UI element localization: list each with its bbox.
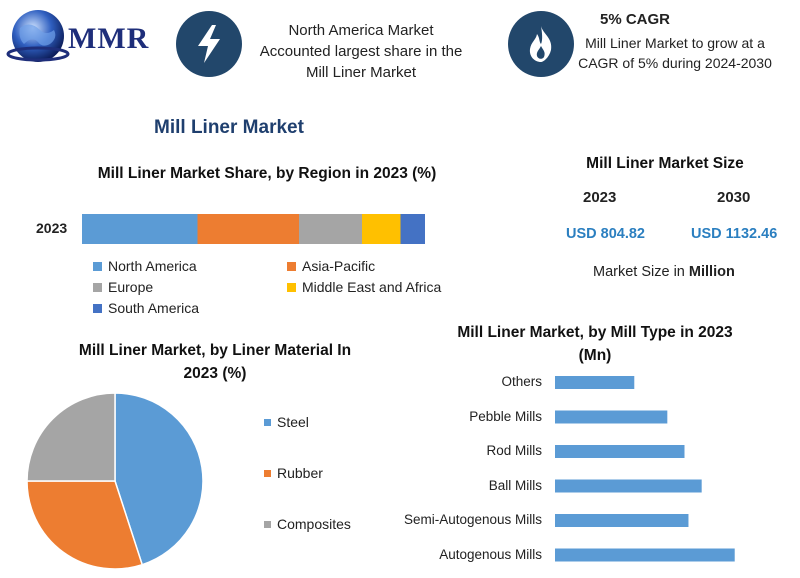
legend-item-asia-pacific: Asia-Pacific	[287, 258, 375, 274]
legend-item-composites: Composites	[264, 516, 351, 532]
chart-title-line: 2023 (%)	[183, 365, 247, 382]
legend-label: Asia-Pacific	[302, 258, 376, 274]
mill-type-bar-5	[555, 548, 735, 562]
market-size-year-2030: 2030	[717, 189, 751, 206]
cagr-title: 5% CAGR	[599, 11, 670, 28]
market-size-year-2023: 2023	[583, 189, 617, 206]
mill-type-label: Autogenous Mills	[439, 546, 542, 562]
material-pie-chart	[26, 392, 204, 570]
market-size-title: Mill Liner Market Size	[586, 155, 744, 172]
mill-type-bar-1	[555, 410, 668, 424]
mill-type-label: Rod Mills	[486, 443, 542, 458]
legend-label: South America	[108, 300, 200, 316]
callout-line: North America Market	[288, 22, 434, 39]
pie-slice-rubber	[26, 480, 144, 570]
mill-type-label: Semi-Autogenous Mills	[403, 512, 542, 527]
north-america-callout: North America Market Accounted largest s…	[246, 20, 476, 83]
unit-note-bold: Million	[688, 264, 735, 280]
legend-label: Middle East and Africa	[302, 279, 442, 295]
callout-line: Accounted largest share in the	[259, 43, 463, 60]
legend-swatch	[93, 303, 102, 313]
legend-label: North America	[108, 258, 197, 274]
mill-type-chart-title: Mill Liner Market, by Mill Type in 2023 …	[430, 321, 760, 367]
legend-swatch	[287, 261, 296, 271]
legend-label: Rubber	[277, 465, 323, 481]
legend-item-rubber: Rubber	[264, 465, 323, 481]
stacked-bar-segment-2	[299, 214, 362, 244]
material-chart-title: Mill Liner Market, by Liner Material In …	[50, 339, 380, 385]
callout-line: Mill Liner Market to grow at a	[585, 35, 765, 51]
chart-title-line: (Mn)	[578, 347, 612, 364]
stacked-bar-segment-1	[197, 214, 299, 244]
stacked-bar-segment-3	[362, 214, 401, 244]
mill-type-label: Others	[501, 374, 542, 389]
bar-category-label: 2023	[36, 220, 68, 236]
legend-label: Europe	[108, 279, 154, 295]
stacked-bar-segment-4	[400, 214, 425, 244]
pie-slice-composites	[26, 392, 116, 482]
chart-title-line: Mill Liner Market, by Mill Type in 2023	[457, 324, 733, 341]
flame-icon	[508, 11, 574, 77]
mill-type-bar-2	[555, 445, 685, 458]
market-size-value-2030: USD 1132.46	[691, 226, 778, 242]
mill-type-bar-3	[555, 479, 702, 493]
region-stacked-bar	[82, 214, 425, 244]
pie-slice-steel	[114, 392, 204, 566]
logo: MMR	[6, 4, 166, 68]
legend-swatch	[93, 282, 102, 292]
cagr-callout: Mill Liner Market to grow at a CAGR of 5…	[570, 33, 780, 73]
page-title: Mill Liner Market	[154, 117, 304, 138]
callout-line: Mill Liner Market	[305, 64, 417, 81]
mill-type-bar-0	[555, 376, 635, 389]
region-chart-title: Mill Liner Market Share, by Region in 20…	[97, 165, 437, 182]
stacked-bar-segment-0	[82, 214, 198, 244]
mill-type-label: Ball Mills	[488, 477, 542, 493]
legend-label: Composites	[277, 516, 351, 532]
mill-type-label: Pebble Mills	[469, 408, 542, 424]
legend-item-north-america: North America	[93, 258, 197, 274]
callout-line: CAGR of 5% during 2024-2030	[578, 55, 772, 71]
mill-type-bar-chart	[555, 376, 735, 562]
chart-title-line: Mill Liner Market, by Liner Material In	[78, 342, 352, 359]
globe-icon	[6, 10, 70, 62]
legend-swatch	[264, 520, 271, 528]
market-size-unit-note: Market Size in Million	[593, 264, 735, 280]
legend-item-middle-east-africa: Middle East and Africa	[287, 279, 441, 295]
legend-item-steel: Steel	[264, 414, 309, 430]
legend-swatch	[287, 282, 296, 292]
legend-swatch	[264, 418, 271, 426]
unit-note-prefix: Market Size in	[593, 264, 689, 280]
mill-type-bar-4	[555, 514, 689, 527]
lightning-bolt-icon	[176, 11, 242, 77]
legend-item-south-america: South America	[93, 300, 199, 316]
legend-label: Steel	[277, 414, 309, 430]
legend-item-europe: Europe	[93, 279, 153, 295]
legend-swatch	[264, 469, 271, 477]
legend-swatch	[93, 261, 102, 271]
logo-text: MMR	[68, 22, 150, 55]
market-size-value-2023: USD 804.82	[566, 226, 645, 242]
